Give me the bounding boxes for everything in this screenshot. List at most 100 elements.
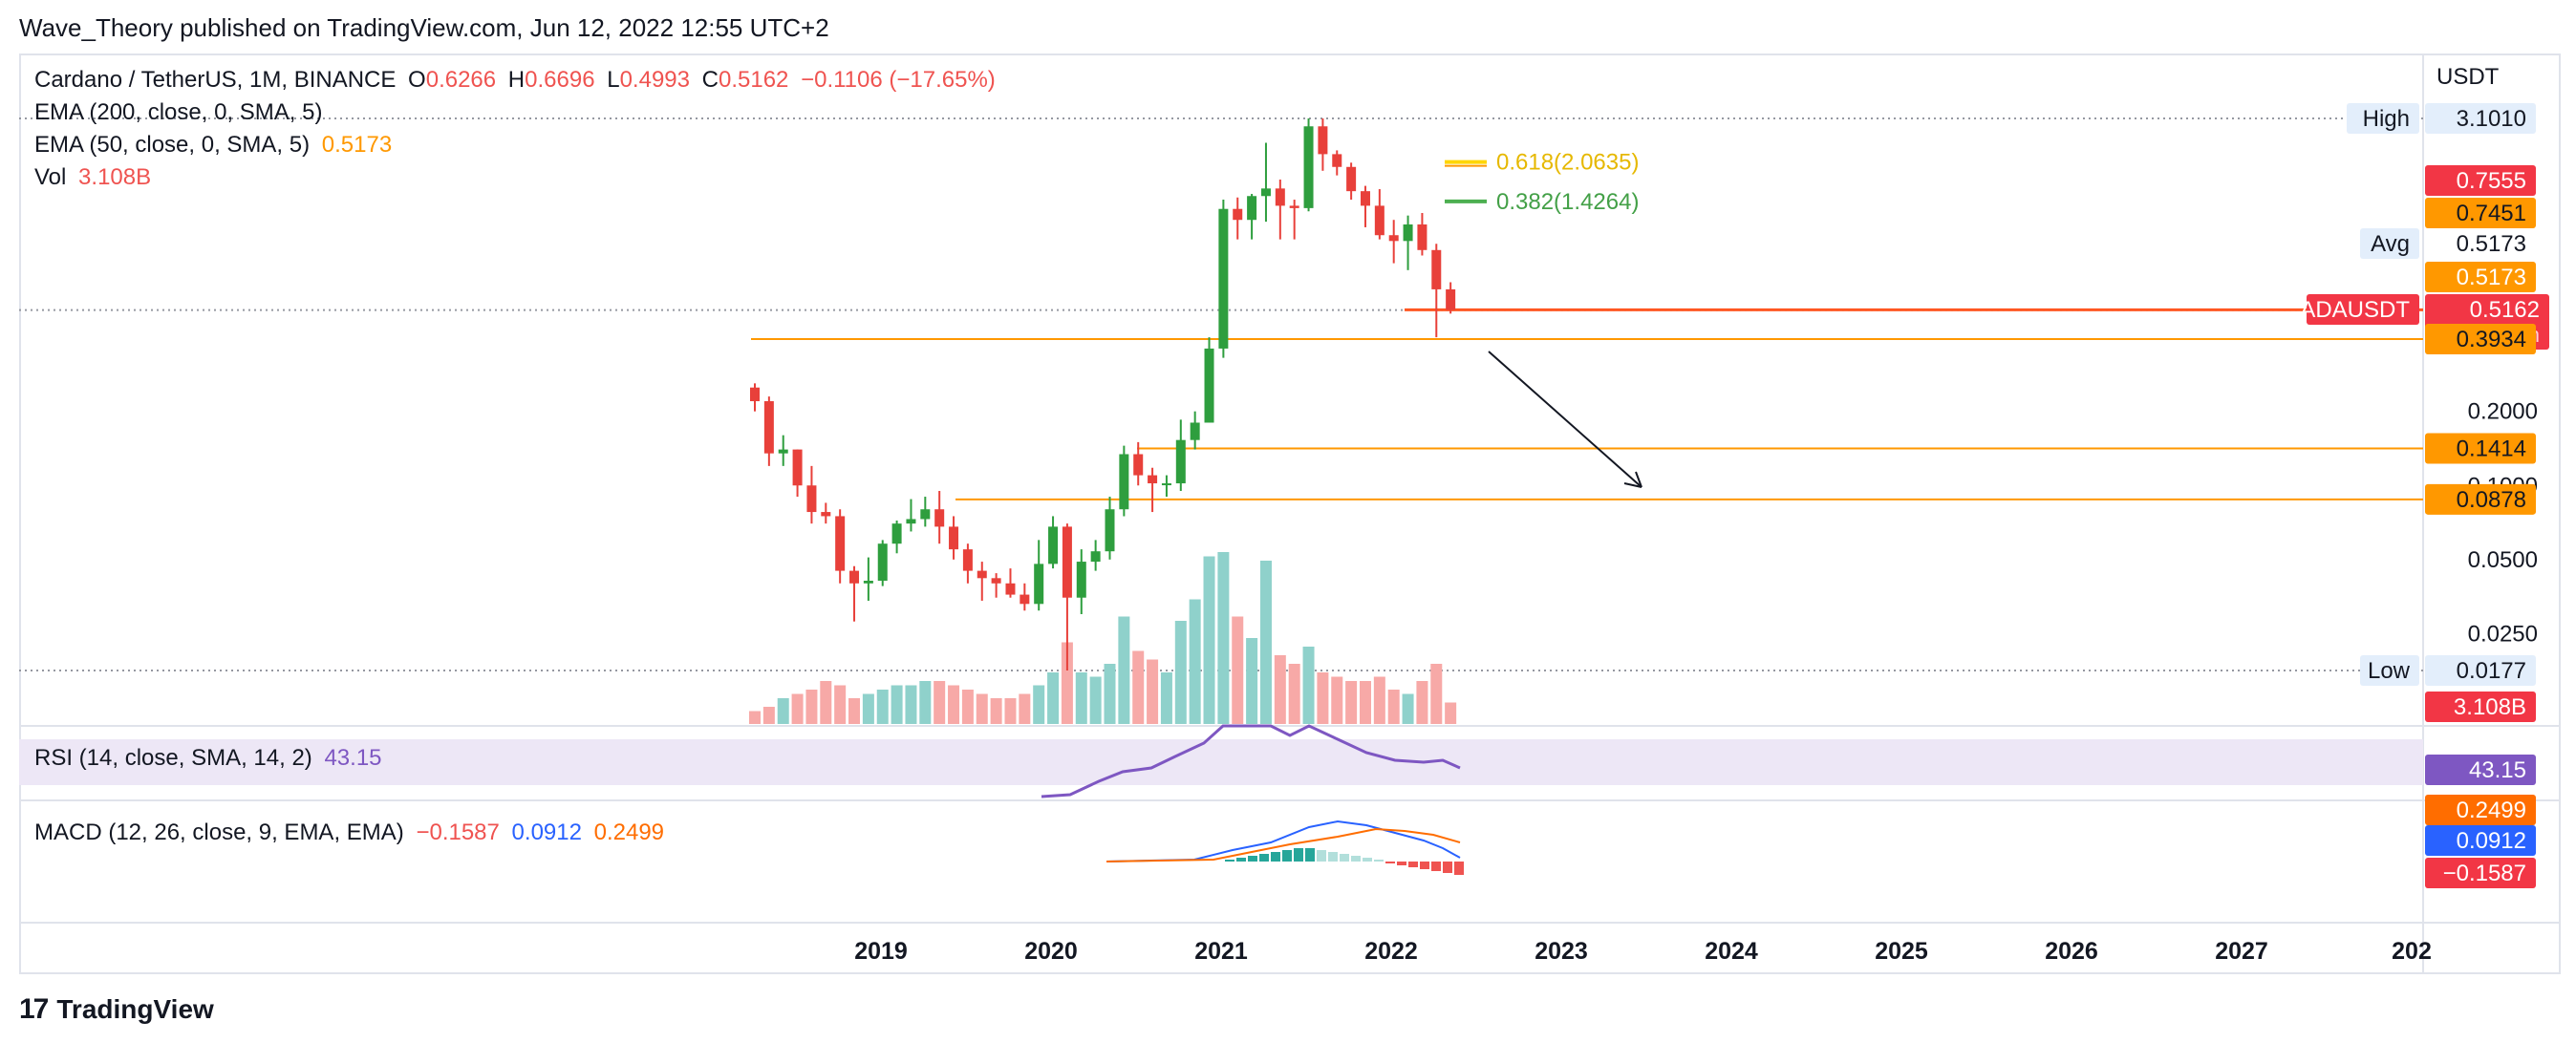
volume-bar [1047,672,1060,724]
level-badge: 0.3934 [2457,327,2526,352]
candle-body[interactable] [1133,454,1144,476]
candle-body[interactable] [1275,188,1285,206]
candle-body[interactable] [1020,594,1030,605]
macd-histogram-bar [1328,852,1338,862]
avg-value-badge-bg [2425,228,2536,259]
volume-bar [1004,698,1017,724]
macd-histogram-bar [1236,858,1246,862]
avg-tag: Avg [2371,231,2410,257]
candle-body[interactable] [1388,235,1399,242]
macd-histogram-bar [1363,858,1372,862]
candle-body[interactable] [906,519,916,524]
candle-body[interactable] [1403,224,1413,242]
volume-bar [749,711,761,724]
candle-body[interactable] [1332,154,1342,167]
candle-body[interactable] [1218,208,1229,349]
macd-line-badge-bg [2425,825,2536,856]
candle-body[interactable] [1431,249,1442,289]
candle-body[interactable] [1190,422,1200,440]
level-badge: 0.0878 [2457,487,2526,513]
candle-body[interactable] [1260,188,1271,197]
volume-bar [820,681,832,724]
candle-body[interactable] [1062,526,1072,598]
candle-body[interactable] [991,578,1001,584]
candle-body[interactable] [949,526,959,550]
candle-body[interactable] [1233,208,1243,221]
macd-histogram-bar [1271,852,1280,862]
candle-body[interactable] [934,509,945,527]
candle-body[interactable] [1318,126,1328,155]
volume-legend[interactable]: Vol 3.108B [34,164,157,191]
volume-label: Vol [34,164,67,190]
level-badge-bg [2425,433,2536,464]
candle-body[interactable] [920,509,931,520]
candle-body[interactable] [863,581,873,584]
candle-body[interactable] [1303,126,1314,208]
candle-body[interactable] [750,387,760,402]
chart-frame[interactable] [19,53,2561,974]
ema200-legend[interactable]: EMA (200, close, 0, SMA, 5) [34,99,328,126]
candle-body[interactable] [1175,439,1186,484]
volume-bar [919,681,932,724]
candle-body[interactable] [792,449,803,486]
candle-body[interactable] [1204,348,1214,423]
volume-bar [891,685,903,724]
candle-body[interactable] [1161,483,1171,486]
macd-legend[interactable]: MACD (12, 26, close, 9, EMA, EMA) −0.158… [34,820,670,846]
candle-body[interactable] [891,523,902,544]
fib-618-label: 0.618(2.0635) [1496,150,1639,176]
macd-histogram-bar [1317,850,1326,862]
candle-body[interactable] [877,543,888,582]
volume-bar [777,698,789,724]
volume-bar [1104,664,1116,724]
symbol-tag: ADAUSDT [2300,297,2410,323]
tradingview-footer[interactable]: 17 TradingView [19,993,214,1026]
symbol-legend[interactable]: Cardano / TetherUS, 1M, BINANCE O0.6266 … [34,67,1001,94]
candle-body[interactable] [763,401,774,454]
candle-body[interactable] [1446,288,1456,310]
high-tag-bg [2347,103,2419,134]
volume-bar [862,693,874,724]
volume-bar [834,685,847,724]
high-value: 0.6696 [525,67,595,93]
candle-body[interactable] [1090,551,1101,563]
rsi-legend[interactable]: RSI (14, close, SMA, 14, 2) 43.15 [34,745,388,772]
price-tick-label: 0.0500 [2468,547,2538,573]
candle-body[interactable] [1034,564,1044,605]
candle-body[interactable] [1005,583,1016,595]
candle-body[interactable] [821,512,831,517]
low-tag-bg [2360,655,2419,686]
macd-histogram-bar [1431,862,1441,871]
candle-body[interactable] [1346,166,1357,192]
volume-bar [1274,655,1286,724]
volume-bar [1147,659,1159,724]
change-value: −0.1106 (−17.65%) [801,67,996,93]
candle-body[interactable] [1289,205,1299,208]
candle-body[interactable] [1105,509,1115,552]
ema50-legend[interactable]: EMA (50, close, 0, SMA, 5) 0.5173 [34,132,397,159]
candle-body[interactable] [1374,205,1385,236]
candle-body[interactable] [1417,224,1428,250]
candle-body[interactable] [1119,454,1129,510]
candle-body[interactable] [1076,562,1086,598]
macd-hist-badge-bg [2425,858,2536,888]
volume-bar [762,707,775,724]
candle-body[interactable] [778,449,788,454]
high-label: H [507,67,526,93]
candle-body[interactable] [806,485,817,513]
volume-bar [1302,647,1315,724]
candle-body[interactable] [1247,196,1257,221]
projection-arrow[interactable] [1488,351,1642,488]
candle-body[interactable] [849,570,860,584]
macd-histogram-bar [1385,862,1395,863]
candle-body[interactable] [977,570,987,579]
candle-body[interactable] [1360,191,1370,206]
candle-body[interactable] [835,516,846,571]
symbol-name: Cardano / TetherUS, 1M, BINANCE [34,67,397,93]
macd-histogram-bar [1454,862,1464,875]
candle-body[interactable] [1048,526,1059,564]
ema50-badge: 0.5173 [2457,265,2526,290]
candle-body[interactable] [1148,475,1158,484]
candle-body[interactable] [962,549,973,571]
